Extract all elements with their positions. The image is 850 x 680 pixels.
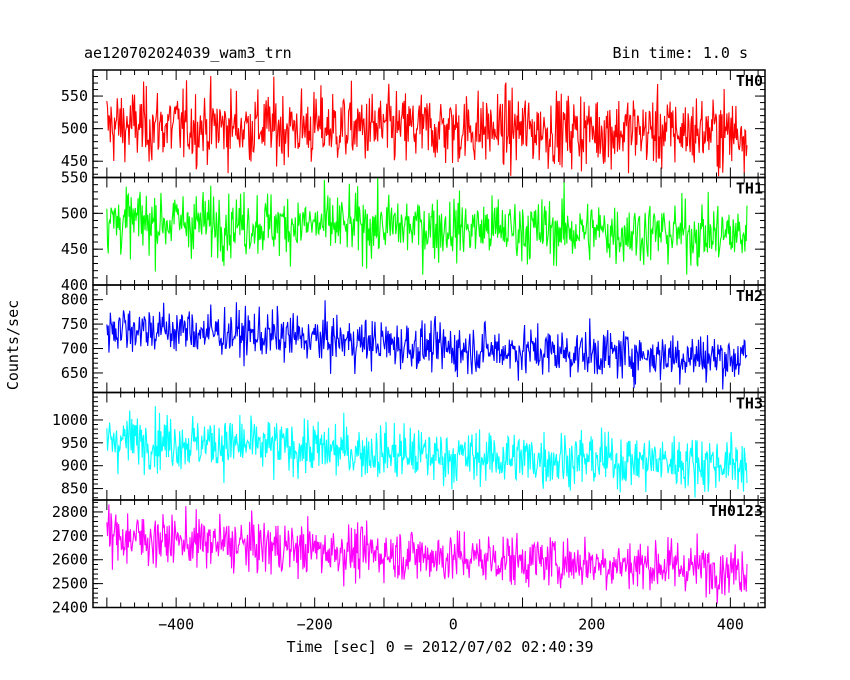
y-tick-label: 2600 bbox=[52, 551, 88, 569]
panel-label-th2: TH2 bbox=[736, 287, 763, 305]
y-tick-label: 400 bbox=[61, 276, 88, 294]
y-tick-label: 2800 bbox=[52, 503, 88, 521]
chart-title: ae120702024039_wam3_trn bbox=[84, 44, 292, 62]
y-tick-label: 550 bbox=[61, 169, 88, 187]
series-th3 bbox=[106, 406, 748, 498]
y-tick-label: 1000 bbox=[52, 411, 88, 429]
y-tick-label: 450 bbox=[61, 240, 88, 258]
y-tick-label: 450 bbox=[61, 152, 88, 170]
x-tick-label: 400 bbox=[717, 616, 744, 634]
y-tick-label: 2400 bbox=[52, 599, 88, 617]
y-tick-label: 2700 bbox=[52, 527, 88, 545]
y-tick-label: 800 bbox=[61, 291, 88, 309]
x-tick-label: 200 bbox=[578, 616, 605, 634]
series-th2 bbox=[106, 300, 748, 390]
y-tick-label: 2500 bbox=[52, 575, 88, 593]
y-tick-label: 500 bbox=[61, 120, 88, 138]
y-tick-label: 500 bbox=[61, 204, 88, 222]
x-axis-label: Time [sec] 0 = 2012/07/02 02:40:39 bbox=[286, 638, 594, 656]
panel-label-th3: TH3 bbox=[736, 395, 763, 413]
series-th0 bbox=[106, 75, 748, 177]
y-tick-label: 900 bbox=[61, 457, 88, 475]
x-tick-label: −400 bbox=[158, 616, 194, 634]
x-tick-label: 0 bbox=[449, 616, 458, 634]
series-th1 bbox=[106, 177, 748, 275]
panel-label-th0: TH0 bbox=[736, 72, 763, 90]
panel-label-th1: TH1 bbox=[736, 180, 763, 198]
y-tick-label: 550 bbox=[61, 87, 88, 105]
panel-label-th0123: TH0123 bbox=[709, 502, 763, 520]
series-th0123 bbox=[106, 504, 748, 604]
x-tick-label: −200 bbox=[297, 616, 333, 634]
bin-time-label: Bin time: 1.0 s bbox=[612, 44, 748, 62]
y-tick-label: 650 bbox=[61, 364, 88, 382]
y-tick-label: 750 bbox=[61, 315, 88, 333]
y-tick-label: 850 bbox=[61, 480, 88, 498]
panel-frame bbox=[92, 499, 766, 609]
y-tick-label: 700 bbox=[61, 340, 88, 358]
y-tick-label: 950 bbox=[61, 434, 88, 452]
